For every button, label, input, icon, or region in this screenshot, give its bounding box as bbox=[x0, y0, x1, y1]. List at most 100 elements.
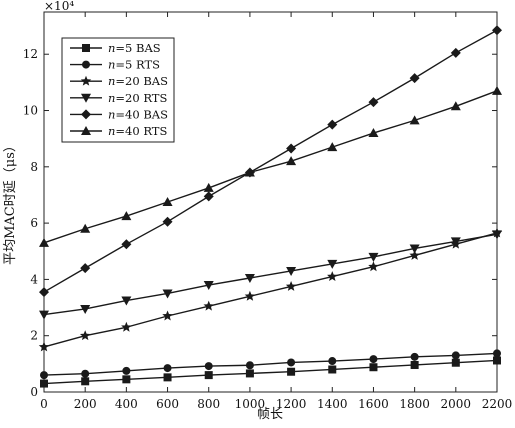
series-line bbox=[43, 233, 498, 316]
data-point bbox=[38, 341, 50, 352]
data-point bbox=[327, 142, 338, 152]
y-tick-label: 2 bbox=[30, 329, 38, 343]
data-point bbox=[81, 369, 90, 378]
data-point bbox=[80, 263, 91, 274]
data-point bbox=[368, 252, 379, 262]
legend-label-text: =20 RTS bbox=[115, 91, 167, 105]
data-point bbox=[286, 266, 297, 276]
y-tick-label: 12 bbox=[23, 47, 38, 61]
legend-label-text: =5 RTS bbox=[115, 58, 160, 72]
legend-label-prefix: n bbox=[108, 107, 115, 121]
legend-label-text: =5 BAS bbox=[115, 41, 160, 55]
legend-label: n=20 RTS bbox=[108, 91, 167, 105]
x-tick-label: 200 bbox=[74, 397, 97, 411]
legend-label: n=5 RTS bbox=[108, 58, 160, 72]
legend-item: n=5 RTS bbox=[70, 58, 160, 72]
plot-frame bbox=[43, 11, 498, 393]
legend-item: n=40 RTS bbox=[70, 124, 167, 138]
data-point bbox=[79, 330, 91, 341]
data-point bbox=[244, 167, 255, 177]
y-axis-label: 平均MAC时延（μs） bbox=[3, 139, 18, 265]
x-tick-label: 0 bbox=[40, 397, 48, 411]
data-point bbox=[493, 356, 501, 365]
x-tick-label: 1600 bbox=[358, 397, 389, 411]
legend-item: n=40 BAS bbox=[70, 107, 168, 121]
data-point bbox=[203, 281, 214, 291]
data-point bbox=[409, 244, 420, 254]
data-point bbox=[328, 365, 337, 374]
data-point bbox=[40, 371, 48, 380]
y-tick-label: 10 bbox=[23, 104, 38, 118]
x-tick-label: 2000 bbox=[441, 397, 472, 411]
data-point bbox=[327, 271, 338, 282]
legend-marker bbox=[80, 75, 92, 86]
data-point bbox=[450, 101, 461, 111]
x-tick-label: 1000 bbox=[235, 397, 266, 411]
data-point bbox=[409, 115, 420, 125]
legend-item: n=5 BAS bbox=[70, 41, 161, 55]
x-tick-label: 1800 bbox=[399, 397, 430, 411]
data-point bbox=[244, 274, 255, 283]
x-tick-label: 800 bbox=[197, 397, 220, 411]
data-point bbox=[492, 25, 502, 36]
series-line bbox=[43, 232, 498, 348]
data-point bbox=[162, 310, 173, 321]
data-point bbox=[450, 237, 461, 247]
data-point bbox=[287, 367, 296, 376]
legend-box bbox=[61, 37, 175, 143]
data-point bbox=[162, 216, 173, 227]
data-point bbox=[122, 366, 131, 375]
series-4 bbox=[39, 230, 502, 320]
data-point bbox=[368, 261, 379, 272]
x-tick-label: 1400 bbox=[317, 397, 348, 411]
data-point bbox=[162, 289, 173, 299]
y-tick-label: 4 bbox=[30, 272, 38, 286]
data-point bbox=[245, 361, 254, 370]
data-point bbox=[244, 290, 256, 301]
y-scale-exponent: ×10⁴ bbox=[44, 0, 74, 13]
data-point bbox=[203, 191, 214, 202]
data-point bbox=[163, 364, 172, 373]
data-point bbox=[369, 355, 378, 364]
data-point bbox=[492, 230, 502, 240]
data-point bbox=[40, 379, 48, 388]
data-point bbox=[39, 287, 49, 298]
legend-label-text: =40 BAS bbox=[115, 107, 168, 121]
data-point bbox=[493, 349, 501, 358]
x-tick-label: 400 bbox=[115, 397, 138, 411]
data-point bbox=[369, 363, 378, 372]
series-5 bbox=[39, 25, 502, 298]
series-line bbox=[43, 359, 498, 385]
y-tick-label: 8 bbox=[30, 160, 38, 174]
x-tick-label: 600 bbox=[156, 397, 179, 411]
data-point bbox=[121, 321, 132, 332]
legend-label: n=40 BAS bbox=[108, 107, 168, 121]
data-point bbox=[204, 371, 213, 380]
legend-label: n=5 BAS bbox=[108, 41, 161, 55]
series-line bbox=[43, 90, 498, 244]
data-point bbox=[450, 47, 461, 58]
legend-label-text: =40 RTS bbox=[115, 124, 167, 138]
legend-label-prefix: n bbox=[108, 74, 115, 88]
legend-label-text: =20 BAS bbox=[115, 74, 168, 88]
x-axis-label: 帧长 bbox=[257, 407, 283, 422]
data-point bbox=[327, 259, 338, 269]
legend-label-prefix: n bbox=[108, 58, 115, 72]
legend-label: n=20 BAS bbox=[108, 74, 168, 88]
legend-marker bbox=[82, 44, 90, 52]
data-point bbox=[492, 85, 502, 95]
data-point bbox=[451, 351, 460, 360]
series-line bbox=[43, 352, 498, 376]
series-line bbox=[43, 29, 498, 293]
data-point bbox=[368, 97, 379, 108]
legend-item: n=20 RTS bbox=[70, 91, 167, 105]
x-tick-label: 2200 bbox=[482, 397, 513, 411]
data-point bbox=[285, 280, 297, 291]
data-point bbox=[409, 249, 420, 260]
data-point bbox=[410, 360, 419, 369]
data-point bbox=[39, 310, 49, 320]
data-point bbox=[327, 119, 338, 130]
data-point bbox=[121, 211, 132, 221]
legend-marker bbox=[82, 60, 90, 69]
